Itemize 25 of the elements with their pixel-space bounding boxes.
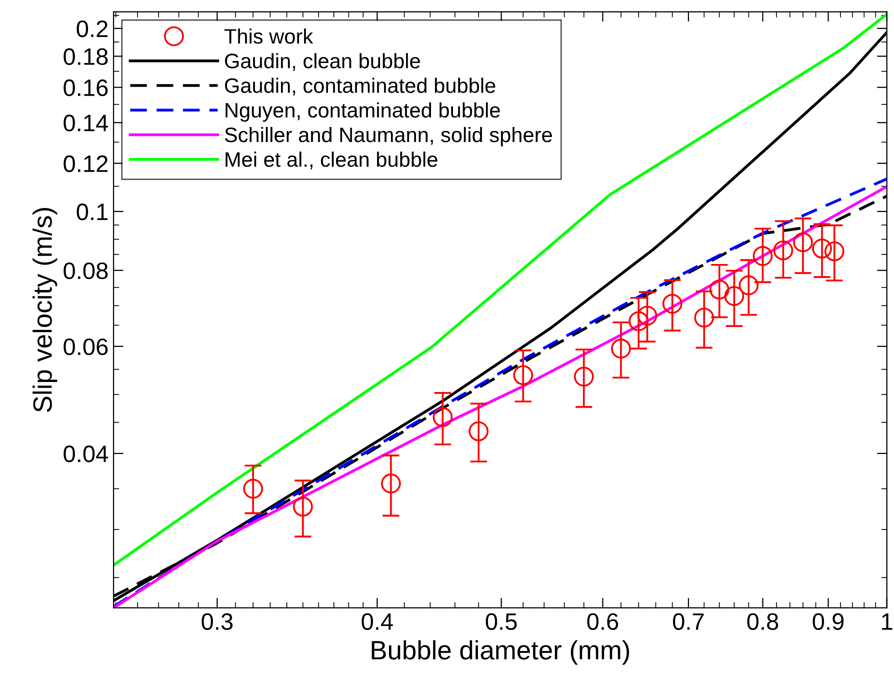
y-tick-label: 0.1: [76, 204, 108, 220]
x-axis-title: Bubble diameter (mm): [372, 640, 630, 665]
y-tick-label: 0.04: [64, 446, 108, 462]
x-tick-label: 1: [882, 613, 892, 630]
legend-label: Schiller and Naumann, solid sphere: [224, 126, 552, 146]
x-tick-label: 0.8: [747, 613, 778, 630]
y-tick-label: 0.16: [64, 79, 108, 96]
legend-label: Gaudin, clean bubble: [225, 53, 420, 71]
x-tick-label: 0.6: [587, 613, 618, 630]
x-tick-label: 0.5: [486, 613, 517, 630]
x-tick-label: 0.7: [672, 613, 704, 630]
legend-label: Gaudin, contaminated bubble: [225, 78, 496, 96]
legend-label: Mei et al., clean bubble: [226, 152, 438, 170]
x-tick-label: 0.4: [362, 613, 393, 630]
y-tick-label: 0.2: [76, 20, 108, 38]
y-tick-label: 0.14: [64, 114, 108, 132]
x-tick-label: 0.9: [812, 613, 844, 630]
y-tick-label: 0.06: [64, 338, 108, 356]
y-axis-title: Slip velocity (m/s): [32, 208, 58, 412]
y-tick-label: 0.12: [64, 155, 108, 172]
legend-label: Nguyen, contaminated bubble: [226, 102, 500, 122]
y-tick-label: 0.08: [64, 262, 108, 280]
legend-label: This work: [224, 28, 314, 44]
y-tick-label: 0.18: [64, 48, 108, 66]
x-tick-label: 0.3: [202, 613, 233, 630]
